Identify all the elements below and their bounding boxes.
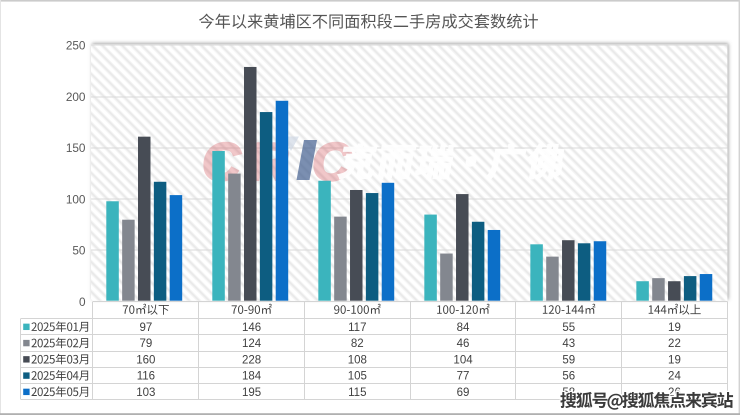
svg-text:79: 79 xyxy=(139,338,152,350)
svg-text:56: 56 xyxy=(562,371,575,383)
svg-text:160: 160 xyxy=(136,354,155,366)
svg-text:84: 84 xyxy=(457,322,470,334)
svg-text:250: 250 xyxy=(66,39,86,53)
svg-text:59: 59 xyxy=(562,354,575,366)
svg-text:19: 19 xyxy=(668,322,681,334)
svg-text:115: 115 xyxy=(348,387,366,399)
svg-text:105: 105 xyxy=(348,371,367,383)
svg-text:195: 195 xyxy=(242,387,261,399)
svg-text:69: 69 xyxy=(457,387,470,399)
svg-text:103: 103 xyxy=(136,387,155,399)
svg-text:104: 104 xyxy=(453,354,473,366)
svg-text:24: 24 xyxy=(668,371,681,383)
svg-text:200: 200 xyxy=(66,90,86,104)
svg-text:82: 82 xyxy=(351,338,364,350)
svg-text:124: 124 xyxy=(242,338,262,350)
svg-text:117: 117 xyxy=(348,322,366,334)
svg-text:116: 116 xyxy=(137,371,155,383)
svg-text:97: 97 xyxy=(139,322,152,334)
svg-text:108: 108 xyxy=(348,354,367,366)
svg-text:0: 0 xyxy=(79,295,86,309)
svg-text:50: 50 xyxy=(72,244,86,258)
svg-text:228: 228 xyxy=(242,354,261,366)
svg-text:22: 22 xyxy=(668,338,681,350)
svg-text:100: 100 xyxy=(66,192,86,206)
svg-text:43: 43 xyxy=(562,338,575,350)
svg-text:146: 146 xyxy=(242,322,261,334)
svg-text:19: 19 xyxy=(668,354,681,366)
svg-text:184: 184 xyxy=(242,371,262,383)
svg-text:55: 55 xyxy=(562,322,575,334)
svg-text:77: 77 xyxy=(457,371,470,383)
svg-text:46: 46 xyxy=(457,338,470,350)
svg-text:150: 150 xyxy=(66,141,86,155)
